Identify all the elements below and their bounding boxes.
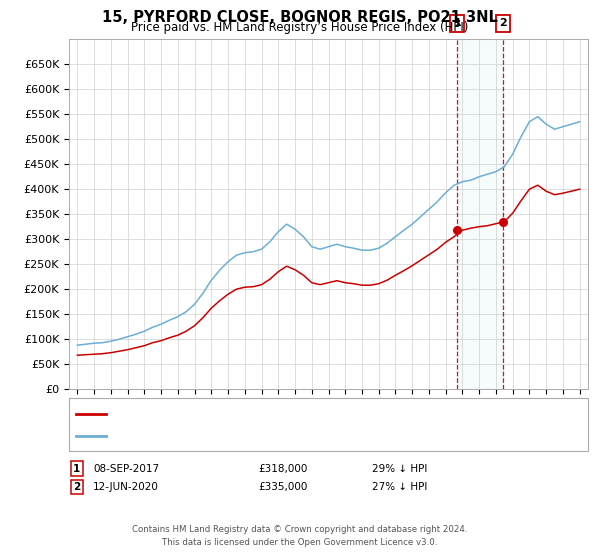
Text: Contains HM Land Registry data © Crown copyright and database right 2024.
This d: Contains HM Land Registry data © Crown c… <box>132 525 468 547</box>
Text: 2: 2 <box>73 482 80 492</box>
Text: Price paid vs. HM Land Registry’s House Price Index (HPI): Price paid vs. HM Land Registry’s House … <box>131 21 469 34</box>
Text: 27% ↓ HPI: 27% ↓ HPI <box>372 482 427 492</box>
Text: 1: 1 <box>73 464 80 474</box>
Text: £335,000: £335,000 <box>258 482 307 492</box>
Bar <box>457 39 503 389</box>
Text: 2: 2 <box>499 18 507 29</box>
Text: £318,000: £318,000 <box>258 464 307 474</box>
Text: 15, PYRFORD CLOSE, BOGNOR REGIS, PO21 3NL (detached house): 15, PYRFORD CLOSE, BOGNOR REGIS, PO21 3N… <box>112 409 458 418</box>
Text: 29% ↓ HPI: 29% ↓ HPI <box>372 464 427 474</box>
Text: HPI: Average price, detached house, Arun: HPI: Average price, detached house, Arun <box>112 431 330 441</box>
Text: 15, PYRFORD CLOSE, BOGNOR REGIS, PO21 3NL: 15, PYRFORD CLOSE, BOGNOR REGIS, PO21 3N… <box>102 10 498 25</box>
Text: 12-JUN-2020: 12-JUN-2020 <box>93 482 159 492</box>
Text: 1: 1 <box>453 18 461 29</box>
Text: 08-SEP-2017: 08-SEP-2017 <box>93 464 159 474</box>
